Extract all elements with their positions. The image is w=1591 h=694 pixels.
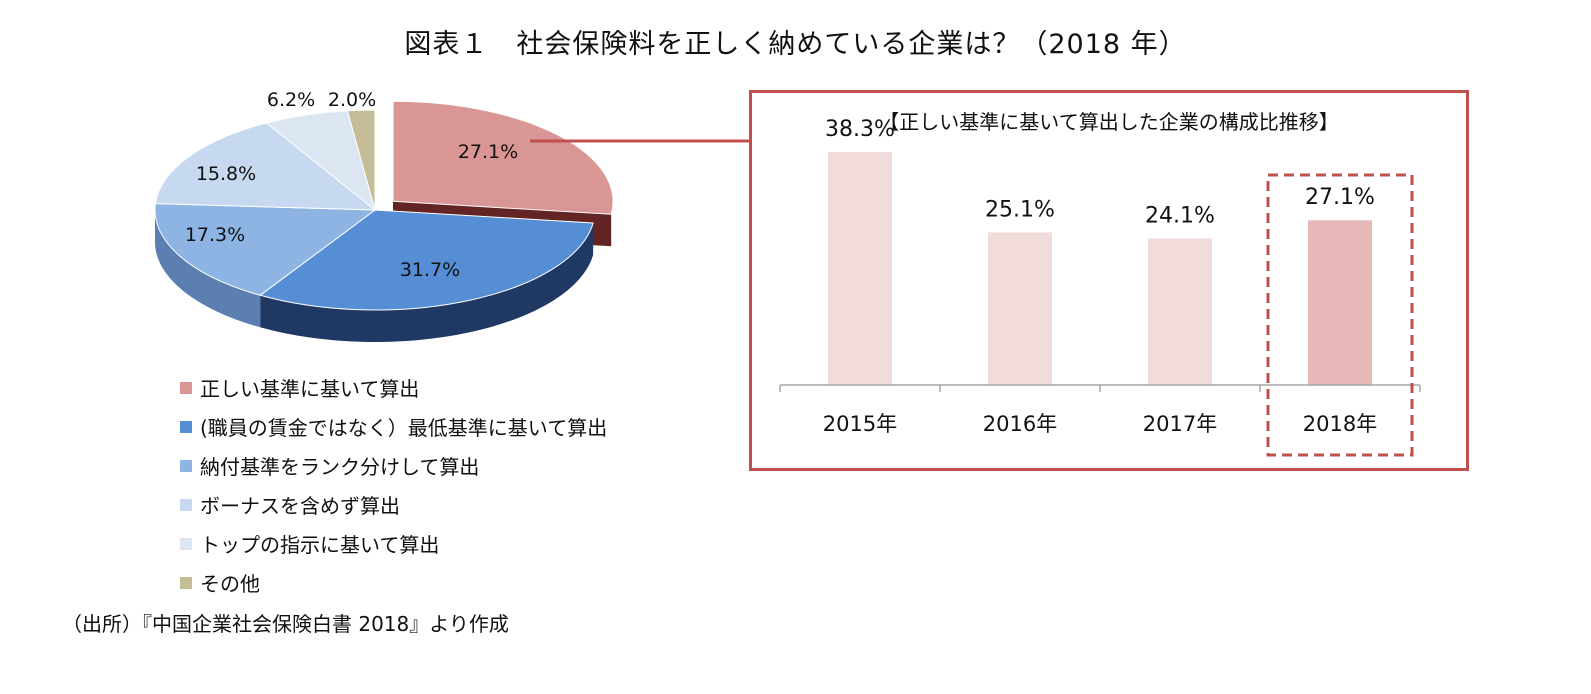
legend-item-3: ボーナスを含めず算出 [180, 485, 607, 524]
bar-value-label-2: 24.1% [1145, 203, 1215, 228]
pie-value-label-4: 6.2% [267, 89, 315, 111]
slice-5 [346, 109, 376, 211]
pie-value-label-0: 27.1% [458, 141, 518, 163]
legend-swatch-3 [180, 498, 192, 511]
legend-label-4: トップの指示に基いて算出 [200, 533, 440, 557]
legend-item-1: (職員の賃金ではなく）最低基準に基いて算出 [180, 407, 607, 446]
inset-chart-title: 【正しい基準に基いて算出した企業の構成比推移】 [879, 110, 1339, 134]
slice-2 [154, 203, 377, 296]
bar-category-label-1: 2016年 [983, 412, 1057, 436]
pie-value-label-5: 2.0% [328, 89, 376, 111]
legend-label-0: 正しい基準に基いて算出 [200, 377, 420, 401]
legend-label-1: (職員の賃金ではなく）最低基準に基いて算出 [200, 416, 608, 440]
legend-item-5: その他 [180, 563, 607, 602]
legend-label-2: 納付基準をランク分けして算出 [200, 455, 480, 479]
bar-0 [828, 152, 892, 385]
bar-category-label-0: 2015年 [823, 412, 897, 436]
bar-3 [1308, 220, 1372, 385]
legend-swatch-1 [180, 420, 192, 433]
bar-category-label-3: 2018年 [1303, 412, 1377, 436]
bar-2 [1148, 238, 1212, 385]
legend-swatch-2 [180, 459, 192, 472]
pie-value-label-2: 17.3% [185, 224, 245, 246]
bar-1 [988, 232, 1052, 385]
bar-category-label-2: 2017年 [1143, 412, 1217, 436]
bar-value-label-1: 25.1% [985, 197, 1055, 222]
bar-value-label-3: 27.1% [1305, 185, 1375, 210]
legend-swatch-0 [180, 381, 192, 394]
legend-label-5: その他 [200, 572, 260, 596]
legend-item-2: 納付基準をランク分けして算出 [180, 446, 607, 485]
inset-bar-chart-panel: 【正しい基準に基いて算出した企業の構成比推移】 38.3% 2015年 25.1% 2… [749, 90, 1469, 471]
source-note: （出所）『中国企業社会保険白書 2018』より作成 [62, 612, 509, 636]
legend-item-4: トップの指示に基いて算出 [180, 524, 607, 563]
legend-item-0: 正しい基準に基いて算出 [180, 368, 607, 407]
figure-title: 図表１ 社会保険料を正しく納めている企業は？（2018 年） [404, 29, 1187, 60]
slice-3 [154, 122, 377, 211]
pie-legend: 正しい基準に基いて算出 (職員の賃金ではなく）最低基準に基いて算出 納付基準をランク… [180, 368, 607, 602]
slice-0 [392, 100, 614, 215]
legend-label-3: ボーナスを含めず算出 [200, 494, 400, 518]
bar-chart: 38.3% 2015年 25.1% 2016年 24.1% 2017年 27.1% 2018年 [779, 117, 1421, 457]
slice-1-side [260, 222, 594, 342]
pie-value-label-1: 31.7% [400, 259, 460, 281]
bar-value-label-0: 38.3% [825, 117, 895, 142]
legend-swatch-4 [180, 537, 192, 550]
highlight-2018-box [1266, 173, 1414, 457]
pie-value-label-3: 15.8% [196, 163, 256, 185]
legend-swatch-5 [180, 576, 192, 589]
slice-2-side [155, 210, 261, 328]
slice-1 [259, 209, 594, 311]
